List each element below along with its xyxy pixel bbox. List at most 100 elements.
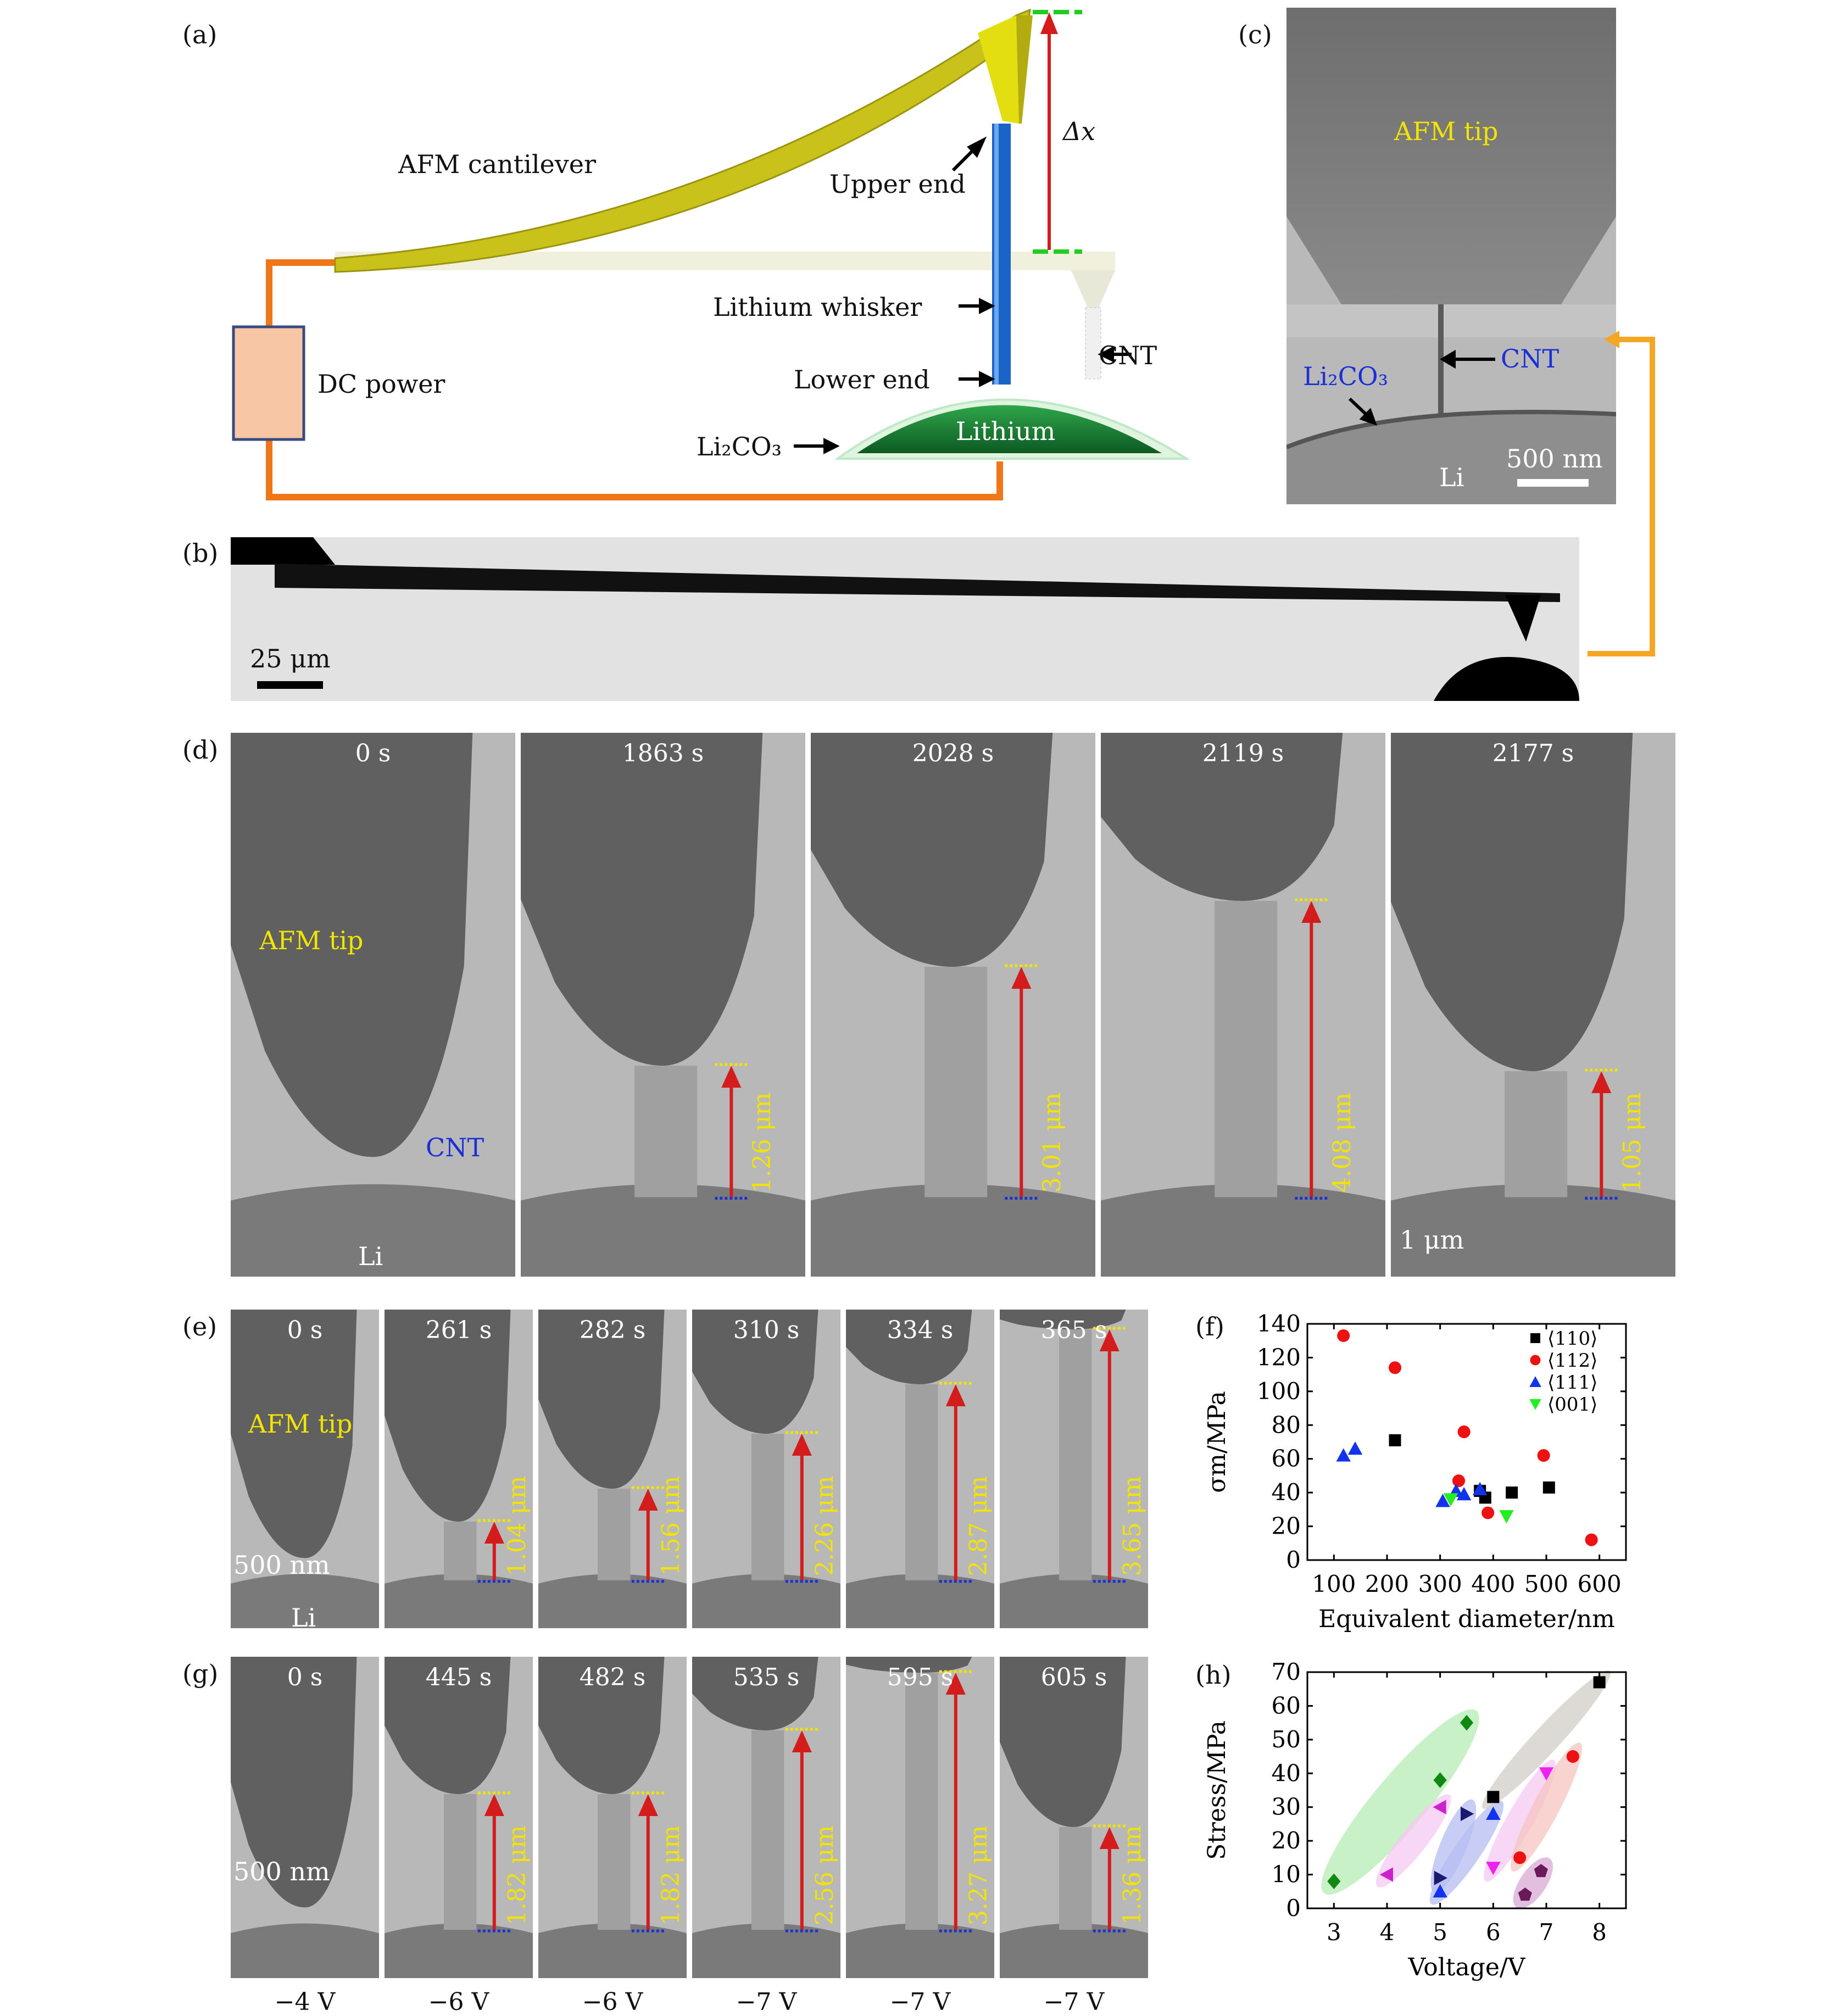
y-tick-label: 10 bbox=[1272, 1861, 1301, 1888]
g-frame-length: 1.82 μm bbox=[657, 1825, 685, 1926]
data-point bbox=[1433, 1800, 1446, 1814]
legend-entry: ⟨111⟩ bbox=[1547, 1372, 1597, 1394]
d-frame-length: 1.05 μm bbox=[1618, 1093, 1647, 1193]
data-point bbox=[1539, 1767, 1554, 1781]
label-afm-tip-d: AFM tip bbox=[259, 926, 364, 955]
e-frame: 334 s 2.87 μm bbox=[846, 1310, 994, 1628]
x-axis-label: Voltage/V bbox=[1407, 1953, 1525, 1981]
e-frame-length: 1.56 μm bbox=[657, 1475, 685, 1576]
data-point bbox=[1566, 1750, 1579, 1763]
g-frame-length: 1.36 μm bbox=[1118, 1825, 1146, 1926]
g-frame-length: 3.27 μm bbox=[965, 1825, 993, 1926]
label-li2co3-a: Li₂CO₃ bbox=[697, 432, 782, 461]
label-cnt-d: CNT bbox=[426, 1133, 484, 1162]
e-frame: 0 s bbox=[231, 1310, 379, 1628]
y-tick-label: 40 bbox=[1272, 1759, 1301, 1786]
x-tick-label: 300 bbox=[1418, 1571, 1462, 1597]
g-frame-time: 445 s bbox=[425, 1663, 492, 1691]
cluster-ellipse bbox=[1481, 1670, 1611, 1809]
d-frame: 1863 s 1.26 μm bbox=[521, 733, 805, 1277]
optical-image-b bbox=[231, 537, 1579, 701]
x-axis-label: Equivalent diameter/nm bbox=[1318, 1605, 1615, 1633]
cluster-ellipse bbox=[1511, 1742, 1582, 1872]
data-point bbox=[1499, 1510, 1514, 1524]
plot-frame bbox=[1306, 1323, 1627, 1561]
d-frame-length: 1.26 μm bbox=[748, 1093, 777, 1193]
label-li2co3-c: Li₂CO₃ bbox=[1303, 361, 1389, 391]
x-tick-label: 600 bbox=[1578, 1571, 1622, 1597]
e-frame-time: 261 s bbox=[425, 1316, 492, 1344]
cluster-ellipse bbox=[1484, 1759, 1556, 1882]
data-point bbox=[1542, 1481, 1555, 1494]
data-point bbox=[1593, 1676, 1606, 1689]
g-frame: 482 s 1.82 μm bbox=[538, 1657, 687, 1978]
scale-bar-c: 500 nm bbox=[1506, 444, 1603, 474]
data-point bbox=[1327, 1873, 1341, 1890]
data-point bbox=[1487, 1791, 1500, 1803]
panel-label-c: (c) bbox=[1238, 20, 1272, 49]
g-frame: 0 s bbox=[231, 1657, 379, 1978]
d-frame: 2028 s 3.01 μm bbox=[811, 733, 1095, 1277]
x-tick-label: 4 bbox=[1380, 1919, 1395, 1946]
circuit-wire bbox=[266, 259, 1003, 500]
y-tick-label: 0 bbox=[1286, 1546, 1301, 1573]
scale-bar-e: 500 nm bbox=[233, 1550, 330, 1580]
data-point bbox=[1518, 1887, 1532, 1901]
e-frame-length: 2.26 μm bbox=[811, 1475, 839, 1576]
g-frame-time: 482 s bbox=[579, 1663, 646, 1691]
data-point bbox=[1379, 1867, 1393, 1882]
cluster-ellipse bbox=[1321, 1709, 1479, 1895]
e-frame-length: 1.04 μm bbox=[503, 1475, 531, 1576]
data-point bbox=[1506, 1486, 1518, 1499]
scale-bar-b: 25 μm bbox=[250, 644, 331, 673]
g-frame-time: 535 s bbox=[733, 1663, 800, 1691]
d-frame-time: 2177 s bbox=[1492, 739, 1574, 767]
x-tick-label: 200 bbox=[1365, 1571, 1409, 1597]
data-point bbox=[1337, 1329, 1350, 1343]
g-frame-time: 605 s bbox=[1040, 1663, 1107, 1691]
dc-power-box bbox=[232, 325, 305, 441]
data-point bbox=[1434, 1870, 1447, 1885]
chart-h: 0 10 20 30 40 50 60 70 3 4 5 6 7 8 Voltage/V Stress/MPa bbox=[1203, 1658, 1627, 1981]
data-point bbox=[1456, 1487, 1472, 1501]
panel-label-b: (b) bbox=[182, 538, 219, 568]
label-cnt-a: CNT bbox=[1099, 341, 1157, 370]
d-frame: 2177 s 1.05 μm bbox=[1391, 733, 1675, 1277]
legend-entry: ⟨110⟩ bbox=[1547, 1328, 1597, 1350]
panel-label-f: (f) bbox=[1195, 1312, 1224, 1341]
e-frame-time: 0 s bbox=[287, 1316, 323, 1344]
legend-entry: ⟨112⟩ bbox=[1547, 1350, 1597, 1372]
label-afm-cantilever: AFM cantilever bbox=[398, 149, 597, 179]
x-tick-label: 8 bbox=[1592, 1919, 1607, 1946]
schematic-diagram bbox=[232, 8, 1190, 500]
data-point bbox=[1452, 1474, 1466, 1488]
data-point bbox=[1530, 1333, 1540, 1343]
data-point bbox=[1433, 1884, 1447, 1898]
g-frame-length: 1.82 μm bbox=[503, 1825, 531, 1926]
data-point bbox=[1347, 1441, 1363, 1455]
data-point bbox=[1472, 1482, 1488, 1495]
label-lithium: Lithium bbox=[956, 416, 1056, 446]
y-tick-label: 20 bbox=[1272, 1827, 1301, 1854]
data-point bbox=[1585, 1533, 1598, 1546]
x-tick-label: 400 bbox=[1471, 1571, 1515, 1597]
e-frame-time: 310 s bbox=[733, 1316, 800, 1344]
label-lithium-whisker: Lithium whisker bbox=[713, 292, 922, 322]
g-frame: 605 s 1.36 μm bbox=[1000, 1657, 1148, 1978]
g-frame-voltage: −7 V bbox=[889, 1988, 951, 2016]
e-frame-time: 365 s bbox=[1040, 1316, 1107, 1344]
data-point bbox=[1530, 1355, 1541, 1366]
panel-label-d: (d) bbox=[182, 735, 219, 765]
data-point bbox=[1486, 1862, 1501, 1875]
data-point bbox=[1529, 1399, 1541, 1410]
x-tick-label: 5 bbox=[1433, 1919, 1447, 1946]
d-frame-length: 3.01 μm bbox=[1038, 1093, 1067, 1193]
panel-label-g: (g) bbox=[182, 1659, 219, 1689]
cluster-ellipse bbox=[1430, 1799, 1477, 1893]
cluster-ellipse bbox=[1376, 1794, 1451, 1887]
g-frame-length: 2.56 μm bbox=[811, 1825, 839, 1926]
label-lower-end: Lower end bbox=[794, 365, 930, 394]
g-frame-voltage: −6 V bbox=[428, 1988, 489, 2016]
chart-f: 0 20 40 60 80 100 120 140 100 200 300 400 500 600 Equi… bbox=[1203, 1310, 1627, 1633]
data-point bbox=[1529, 1376, 1541, 1387]
